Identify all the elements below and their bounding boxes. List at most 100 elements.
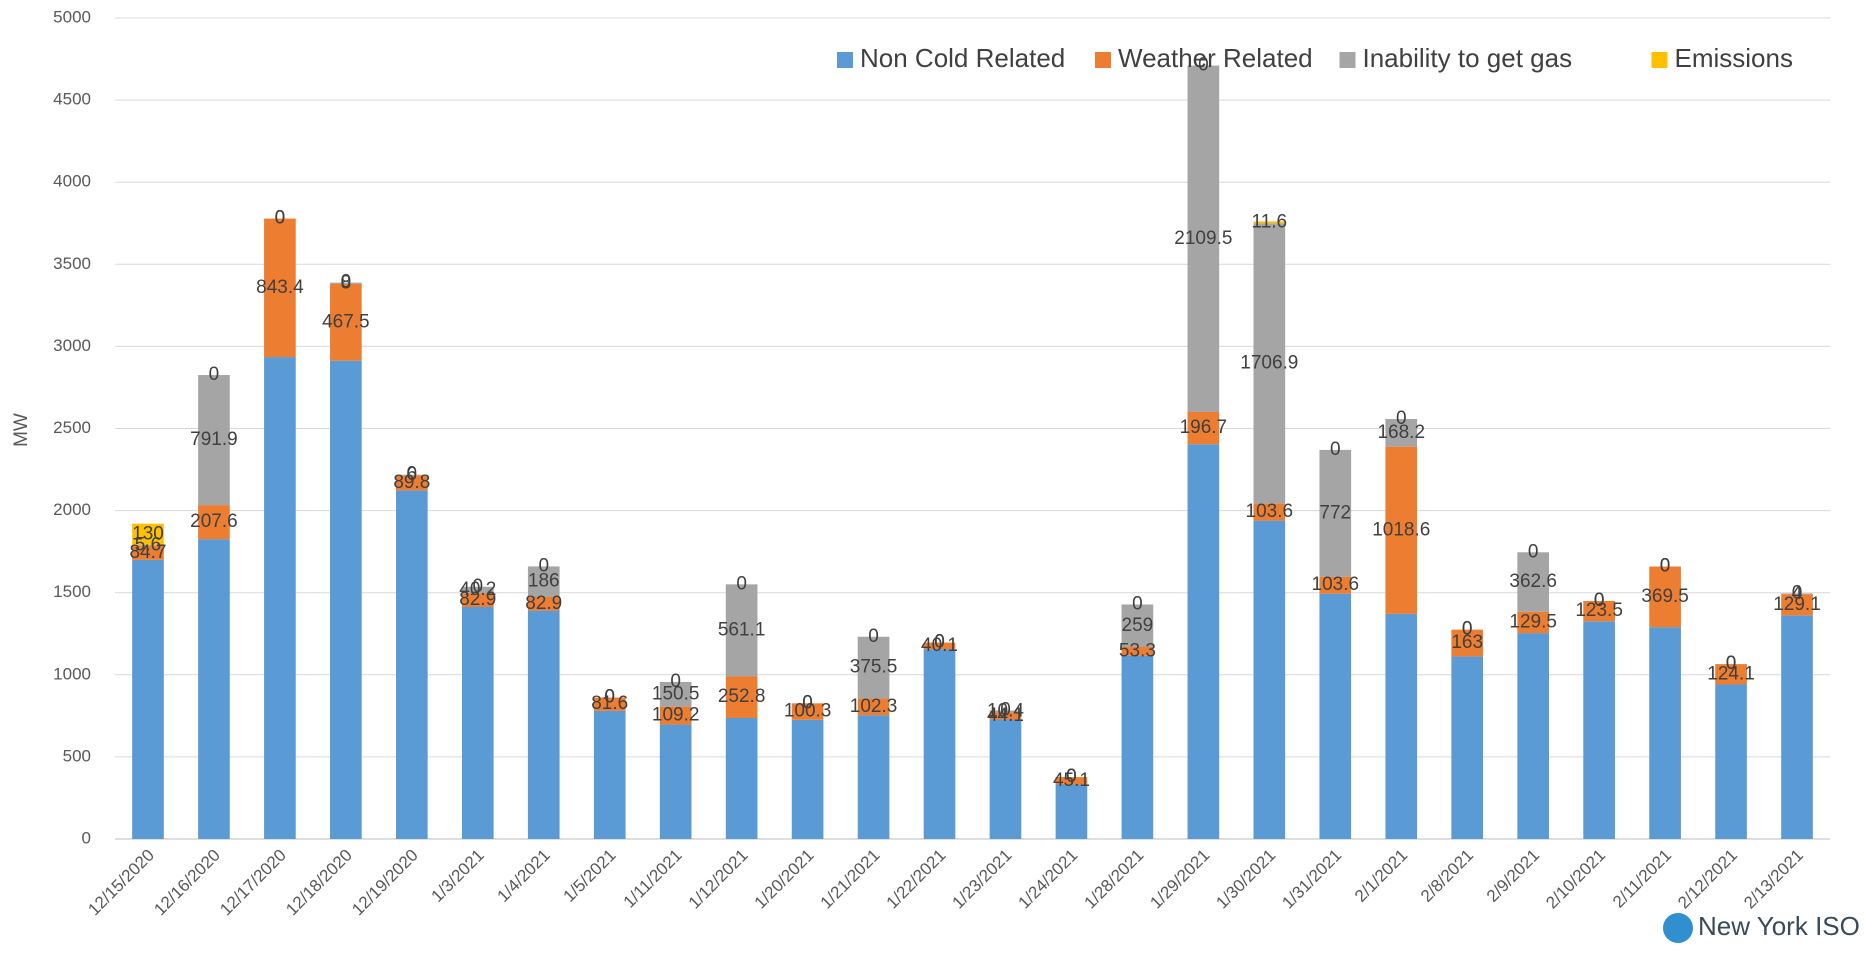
data-label: 0 [1462, 619, 1473, 640]
data-label: 0 [934, 632, 945, 653]
bar-segment [330, 360, 362, 839]
bar-segment [1517, 633, 1550, 839]
x-tick-label: 2/1/2021 [1351, 846, 1411, 906]
data-label: 0 [1330, 439, 1341, 460]
bar-segment [659, 681, 692, 707]
data-label: 89.8 [393, 472, 430, 493]
logo: New York ISO [1698, 911, 1860, 941]
data-label: 4 [1792, 583, 1803, 604]
x-tick-label: 1/4/2021 [494, 846, 554, 906]
data-label: 0 [1132, 593, 1143, 614]
data-label: 100.3 [784, 701, 832, 722]
legend-swatch [837, 52, 853, 68]
data-label: 6 [407, 464, 418, 485]
bar-segment [1451, 656, 1484, 839]
bar-segment [923, 642, 956, 650]
data-label: 0 [1396, 408, 1407, 429]
data-label: 259 [1122, 615, 1154, 636]
data-label: 124.1 [1707, 663, 1755, 684]
data-label: 150.5 [652, 683, 700, 704]
y-tick-label: 4000 [53, 172, 91, 191]
legend-swatch [1339, 52, 1356, 68]
bar-segment [989, 712, 1022, 720]
x-tick-label: 1/23/2021 [949, 846, 1016, 913]
data-label: 168.2 [1377, 422, 1425, 443]
data-label: 0 [868, 626, 879, 647]
data-label: 0 [1594, 590, 1605, 611]
legend-label: Non Cold Related [860, 43, 1065, 73]
legend-label: Inability to get gas [1363, 43, 1573, 73]
data-label: 467.5 [322, 311, 370, 332]
data-label: 0 [1066, 766, 1077, 787]
bar-segment [1781, 594, 1813, 616]
data-label: 1706.9 [1240, 352, 1298, 373]
data-label: 0 [275, 208, 286, 229]
bar-segment [1319, 593, 1352, 839]
data-label: 0 [538, 555, 549, 576]
data-label: 84.7 [129, 542, 166, 563]
data-label: 0 [802, 692, 813, 713]
bar-segment [791, 719, 824, 839]
data-label: 123.5 [1575, 600, 1623, 621]
data-label: 129.1 [1773, 594, 1821, 615]
bar-segment [857, 636, 890, 699]
bar-segment [1055, 784, 1088, 839]
bar-segment [989, 719, 1022, 839]
bar-segment [857, 715, 890, 839]
bar-segment [659, 724, 692, 839]
data-label: 0 [1660, 556, 1671, 577]
x-tick-label: 2/8/2021 [1417, 846, 1477, 906]
bar-segment [923, 649, 956, 839]
bar-segment [132, 559, 164, 839]
logo-icon [1663, 913, 1693, 943]
bar-segment [659, 706, 692, 725]
bar-segment [395, 475, 428, 491]
bar-segment [1649, 627, 1681, 839]
bar-segment [1187, 444, 1220, 839]
x-tick-label: 2/9/2021 [1483, 846, 1543, 906]
y-tick-label: 0 [82, 828, 91, 847]
bar-segment [527, 596, 560, 611]
x-tick-label: 12/15/2020 [84, 846, 158, 920]
bar-segment [1121, 647, 1154, 656]
data-label: 196.7 [1180, 417, 1228, 438]
data-label: 40.1 [921, 635, 958, 656]
data-label: 0 [604, 687, 615, 708]
x-tick-label: 12/18/2020 [282, 846, 356, 920]
x-tick-label: 12/19/2020 [348, 846, 422, 920]
data-label: 375.5 [850, 657, 898, 678]
data-label: 0 [1462, 619, 1473, 640]
bar-segment [395, 490, 428, 839]
data-label: 0 [1594, 590, 1605, 611]
bar-segment [1187, 65, 1220, 412]
x-tick-label: 2/11/2021 [1609, 846, 1675, 912]
data-label: 8 [341, 272, 352, 293]
data-label: 0 [1000, 700, 1011, 721]
bar-segment [1451, 629, 1484, 657]
data-label: 0 [1726, 653, 1737, 674]
data-label: 0 [341, 272, 352, 293]
data-label: 791.9 [190, 429, 238, 450]
bar-segment [1517, 552, 1550, 612]
data-label: 0 [1528, 541, 1539, 562]
data-label: 186 [528, 571, 560, 592]
bar-segment [725, 676, 758, 718]
data-label: 362.6 [1509, 571, 1557, 592]
bar-segment [1121, 604, 1154, 648]
legend-swatch [1651, 52, 1668, 68]
bar-segment [198, 375, 230, 506]
data-label: 0 [1066, 766, 1077, 787]
bar-segment [264, 357, 296, 839]
bar-segment [1187, 411, 1220, 445]
legend-swatch [1095, 52, 1111, 68]
y-tick-label: 3500 [53, 254, 91, 273]
bar-segment [198, 505, 230, 540]
data-label: 2109.5 [1174, 228, 1232, 249]
data-label: 82.9 [459, 589, 496, 610]
bar-segment [1517, 611, 1550, 634]
bar-segment [395, 474, 428, 476]
data-label: 0 [736, 573, 747, 594]
bar-segment [527, 610, 560, 839]
x-tick-label: 1/31/2021 [1278, 846, 1345, 913]
y-tick-label: 5000 [53, 7, 91, 26]
